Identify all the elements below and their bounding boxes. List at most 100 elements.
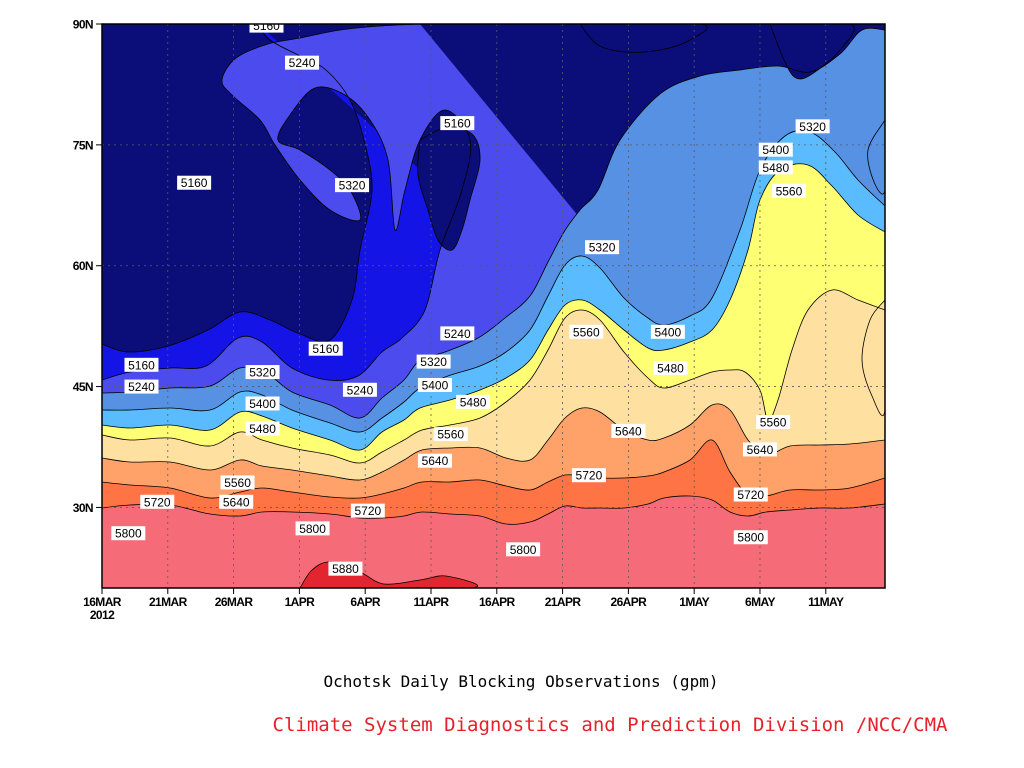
contour-label: 5800 [295,521,330,536]
x-tick-label: 11APR [413,595,449,609]
svg-text:5320: 5320 [799,120,826,134]
svg-text:5320: 5320 [420,355,447,369]
contour-label: 5480 [653,361,688,376]
x-tick-label: 11MAY [808,595,844,609]
contour-label: 5560 [771,183,806,198]
x-tick-label: 21MAR [149,595,188,609]
contour-line [102,403,885,481]
contour-label: 5160 [249,19,284,33]
contour-label: 5560 [433,427,468,442]
x-tick-label: 6APR [350,595,381,609]
svg-text:5560: 5560 [573,325,600,339]
svg-text:5560: 5560 [776,184,803,198]
svg-text:5480: 5480 [460,395,487,409]
svg-text:5480: 5480 [762,161,789,175]
svg-text:5160: 5160 [444,117,471,131]
svg-text:5640: 5640 [615,424,642,438]
svg-text:5800: 5800 [737,531,764,545]
svg-text:5720: 5720 [144,495,171,509]
svg-text:5480: 5480 [657,362,684,376]
contour-label: 5320 [335,178,370,193]
contour-label: 5800 [506,542,541,557]
contour-label: 5160 [440,116,475,131]
contour-label: 5320 [585,240,620,255]
svg-text:5240: 5240 [444,327,471,341]
x-tick-label: 1APR [285,595,316,609]
contour-line [102,24,472,381]
contour-label: 5240 [124,379,159,394]
axes: 16MAR 21MAR 26MAR 1APR 6APR 11APR 16APR 21APR 26… [73,18,845,623]
svg-text:5640: 5640 [223,495,250,509]
svg-text:5560: 5560 [437,428,464,442]
contour-label: 5400 [417,377,452,392]
x-tick-label: 26MAR [215,595,254,609]
x-tick-label: 16APR [479,595,516,609]
contour-fill-cell [769,24,855,80]
contour-label: 5560 [220,475,255,490]
contour-labels: 5160 5240 5160 5320 5160 5320 5240 5160 5160 5240… [111,19,830,576]
svg-text:5640: 5640 [422,454,449,468]
x-tick-label: 21APR [545,595,582,609]
contour-label: 5640 [611,423,646,438]
contour-label: 5320 [416,354,451,369]
contour-label: 5560 [569,324,604,339]
svg-text:5320: 5320 [339,179,366,193]
contour-label: 5240 [285,55,320,70]
y-tick-label: 60N [73,259,93,273]
x-tick-label: 26APR [611,595,648,609]
x-year-label: 2012 [90,608,115,622]
contour-label: 5160 [177,175,212,190]
contour-line [102,130,885,433]
contour-label: 5800 [733,530,768,545]
contour-label: 5720 [733,487,768,502]
svg-text:5720: 5720 [576,469,603,483]
svg-text:5400: 5400 [422,378,449,392]
svg-text:5160: 5160 [312,342,339,356]
contour-fill-cell [417,127,481,251]
svg-text:5160: 5160 [253,19,280,33]
svg-text:5800: 5800 [510,543,537,557]
contour-label: 5640 [219,494,254,509]
contour-fill-band [102,495,885,588]
x-tick-label: 1MAY [679,595,709,609]
contour-label: 5480 [758,160,793,175]
contour-label: 5480 [456,394,491,409]
svg-text:5400: 5400 [249,397,276,411]
svg-text:5880: 5880 [332,562,359,576]
y-tick-label: 30N [73,501,93,515]
y-tick-label: 45N [73,380,93,394]
contour-label: 5400 [245,396,280,411]
contour-fill-cell [579,24,708,53]
contour-label: 5400 [758,142,793,157]
contour-label: 5320 [245,365,280,380]
contour-fill-cell [861,299,885,417]
svg-text:5240: 5240 [289,56,316,70]
x-tick-label: 6MAY [745,595,775,609]
svg-text:5240: 5240 [347,383,374,397]
chart-title: Ochotsk Daily Blocking Observations (gpm… [323,672,719,691]
svg-text:5560: 5560 [760,416,787,430]
contour-label: 5320 [795,119,830,134]
svg-text:5640: 5640 [747,443,774,457]
contour-label: 5240 [440,326,475,341]
plot-frame [101,23,886,589]
contour-label: 5880 [328,561,363,576]
svg-text:5240: 5240 [128,380,155,394]
contour-label: 5720 [140,494,175,509]
contour-fills [102,24,885,588]
contour-label: 5160 [308,341,343,356]
contour-label: 5640 [417,453,452,468]
grid-lines [102,24,885,588]
contour-label: 5720 [571,468,606,483]
svg-text:5400: 5400 [762,143,789,157]
contour-fill-cell [867,119,885,195]
contour-label: 5400 [650,324,685,339]
contour-label: 5480 [245,421,280,436]
svg-text:5800: 5800 [115,527,142,541]
contour-label: 5560 [756,415,791,430]
y-tick-label: 75N [73,138,93,152]
contour-label: 5800 [111,526,146,541]
svg-text:5160: 5160 [181,176,208,190]
contour-label: 5720 [350,503,385,518]
